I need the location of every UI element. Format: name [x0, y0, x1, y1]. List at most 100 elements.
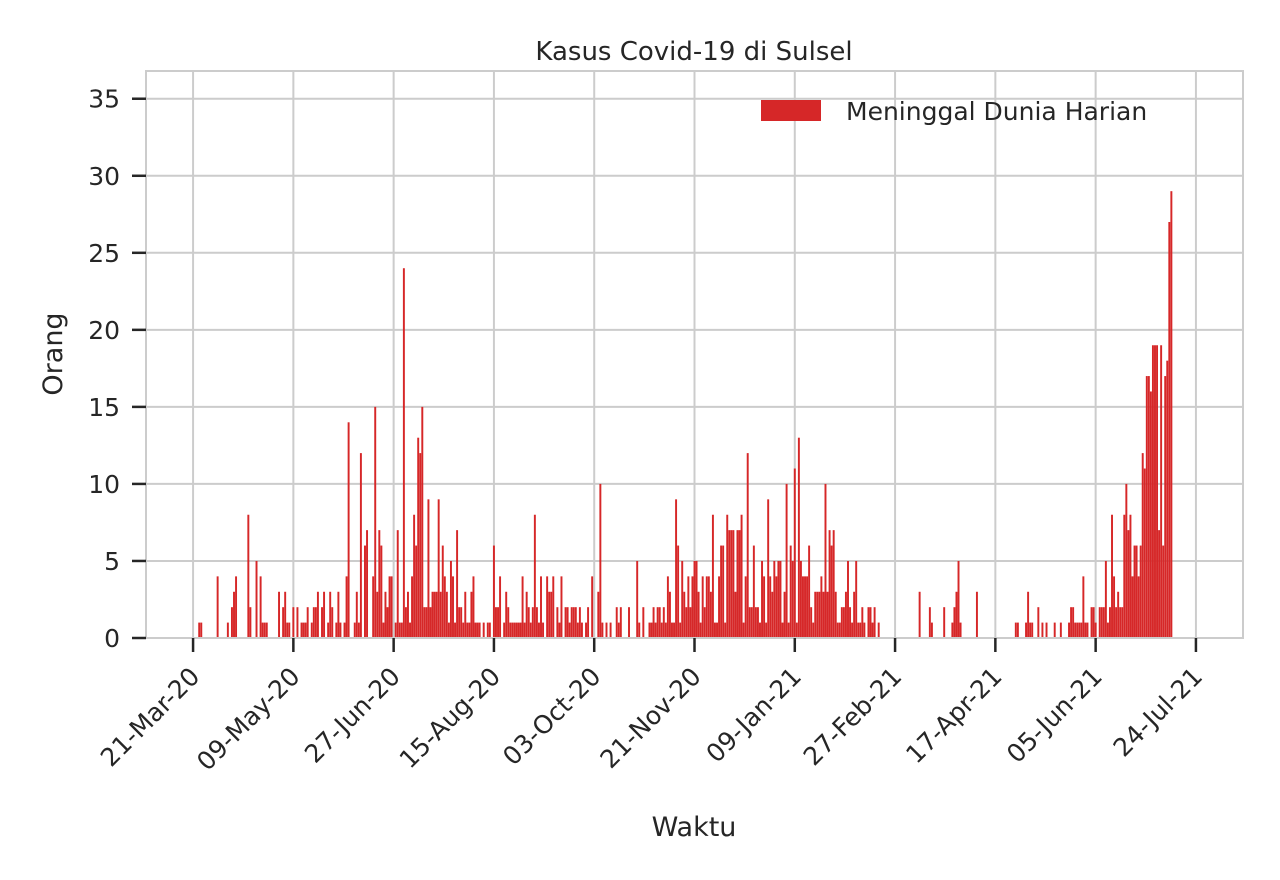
bar [763, 576, 766, 638]
bar [302, 622, 305, 638]
bar [447, 622, 450, 638]
bars [198, 191, 1173, 638]
bar [1076, 622, 1079, 638]
bar [797, 437, 800, 638]
bar [529, 622, 532, 638]
grid [146, 71, 1243, 639]
bar [409, 622, 411, 638]
bar [476, 622, 479, 638]
bar [654, 622, 657, 638]
bar [754, 607, 757, 638]
bar [312, 607, 315, 638]
bar [411, 576, 414, 638]
bar [380, 545, 383, 638]
bar [1029, 622, 1032, 638]
bar [668, 591, 671, 638]
bar [814, 591, 817, 638]
bar [515, 622, 518, 638]
bar [822, 591, 825, 638]
bar [666, 576, 669, 638]
bar [497, 607, 499, 638]
bar [511, 622, 514, 638]
bar [834, 591, 837, 638]
bar [327, 622, 330, 638]
legend-label: Meninggal Dunia Harian [846, 97, 1147, 126]
bar [1090, 607, 1093, 638]
bar [552, 576, 555, 638]
bar [429, 607, 432, 638]
bar [918, 591, 921, 638]
bar [742, 622, 745, 638]
bar [664, 622, 667, 638]
bar [652, 607, 655, 638]
bar [519, 622, 522, 638]
bar [364, 545, 366, 638]
bar [928, 607, 931, 638]
y-tick-label: 20 [88, 316, 120, 345]
y-axis-label: Orang [38, 312, 69, 395]
bar [718, 576, 721, 638]
bar [1123, 514, 1126, 638]
y-tick-label: 25 [88, 239, 120, 268]
bar [1145, 376, 1148, 638]
x-tick-label: 17-Apr-21 [900, 662, 1007, 769]
bar [836, 622, 839, 638]
bar [959, 622, 962, 638]
bar [730, 530, 733, 638]
bar [233, 591, 235, 638]
bar [486, 622, 489, 638]
bar [609, 622, 612, 638]
bar [711, 514, 714, 638]
bar [679, 622, 682, 638]
bar [1027, 591, 1030, 638]
bar [335, 622, 338, 638]
bar [474, 622, 477, 638]
bar [828, 530, 831, 638]
bar [472, 576, 475, 638]
bar [413, 514, 416, 638]
bar [384, 591, 387, 638]
bar [431, 591, 434, 638]
bar [527, 607, 530, 638]
bar [1100, 607, 1103, 638]
bar [930, 622, 933, 638]
bar [406, 591, 409, 638]
bar [857, 622, 860, 638]
bar [564, 607, 567, 638]
bar [599, 483, 602, 638]
bar [1113, 576, 1116, 638]
bar [804, 576, 806, 638]
bar [658, 607, 661, 638]
bar [847, 560, 849, 638]
chart-title: Kasus Covid-19 di Sulsel [535, 37, 852, 67]
bar [720, 545, 723, 638]
bar [374, 406, 377, 638]
bar [1059, 622, 1062, 638]
bar [773, 560, 776, 638]
bar [709, 591, 712, 638]
bar [597, 591, 600, 638]
bar [247, 514, 250, 638]
bar [1143, 468, 1146, 638]
bar [386, 607, 389, 638]
bar [560, 576, 563, 638]
bar [421, 406, 424, 638]
bar [752, 545, 755, 638]
bar [818, 591, 821, 638]
bar [1137, 576, 1140, 638]
bar [703, 607, 706, 638]
bar [304, 622, 307, 638]
bar [681, 560, 684, 638]
bar [799, 560, 802, 638]
bar [509, 622, 512, 638]
bar [765, 622, 768, 638]
bar [284, 591, 287, 638]
bar [546, 576, 549, 638]
bar [675, 499, 678, 638]
bar [255, 560, 258, 638]
bar [1106, 622, 1109, 638]
bar [1135, 545, 1138, 638]
bar [249, 607, 252, 638]
bar [1080, 622, 1083, 638]
bar [454, 622, 457, 638]
